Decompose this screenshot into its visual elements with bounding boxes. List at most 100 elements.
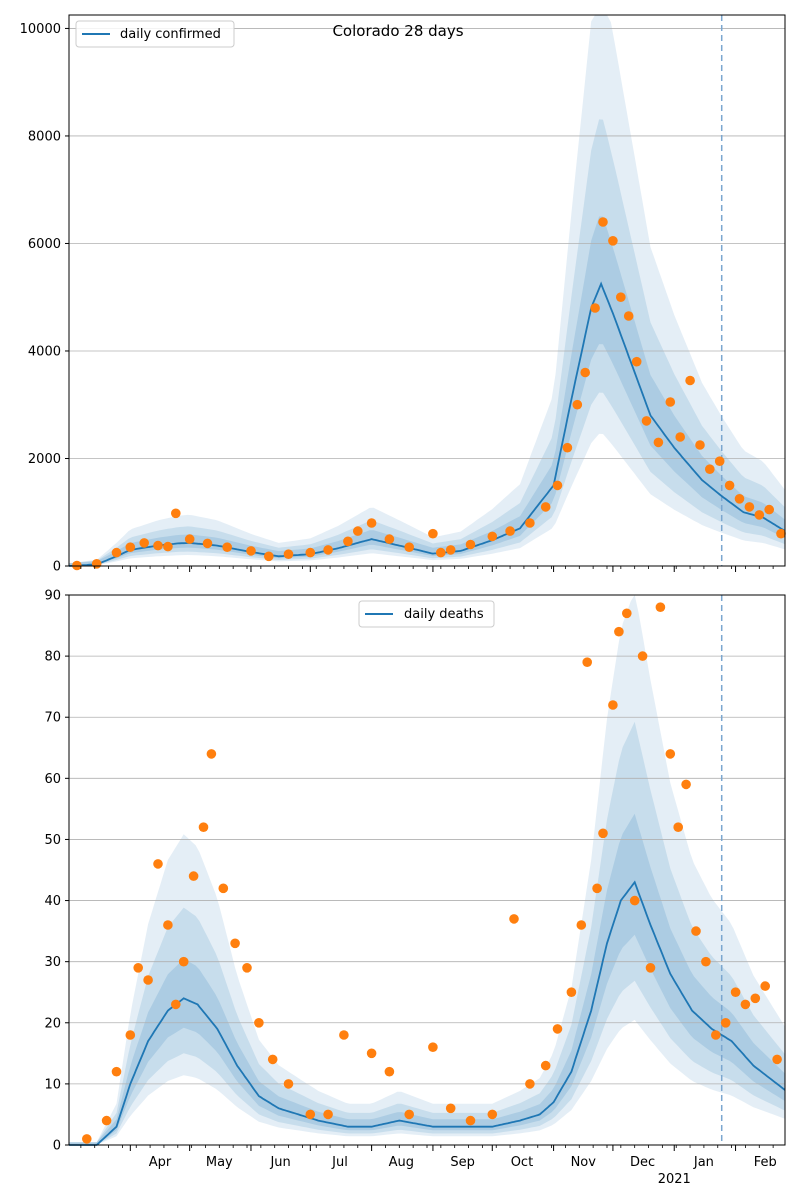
observed-point bbox=[487, 531, 498, 542]
observed-point bbox=[734, 494, 745, 504]
observed-point bbox=[384, 534, 395, 544]
observed-point bbox=[622, 608, 632, 619]
observed-point bbox=[254, 1018, 264, 1028]
confirmed-x-axis bbox=[80, 566, 774, 572]
deaths-panel: 0 10 20 30 40 50 60 70 80 90 Apr May Jun Jul Aug Sep Oc… bbox=[44, 589, 786, 1187]
observed-point bbox=[576, 920, 587, 930]
observed-point bbox=[598, 217, 608, 227]
y-tick-label: 6000 bbox=[28, 237, 61, 252]
confirmed-legend: daily confirmed bbox=[75, 20, 235, 48]
observed-point bbox=[343, 536, 353, 547]
observed-point bbox=[222, 542, 232, 552]
observed-point bbox=[655, 602, 666, 612]
observed-point bbox=[685, 375, 695, 386]
observed-point bbox=[744, 502, 755, 512]
observed-point bbox=[353, 526, 363, 536]
y-tick-label: 0 bbox=[53, 560, 61, 575]
uncertainty-band bbox=[69, 721, 785, 1145]
observed-point bbox=[171, 508, 181, 519]
observed-point bbox=[714, 456, 725, 467]
x-tick-label: Aug bbox=[389, 1155, 414, 1170]
observed-point bbox=[404, 542, 415, 552]
observed-point bbox=[572, 399, 583, 410]
observed-point bbox=[566, 987, 577, 997]
observed-point bbox=[525, 1079, 535, 1089]
observed-point bbox=[590, 303, 600, 313]
observed-point bbox=[525, 518, 535, 528]
y-tick-label: 90 bbox=[44, 589, 61, 604]
observed-point bbox=[436, 547, 446, 558]
observed-point bbox=[740, 999, 751, 1010]
observed-point bbox=[445, 1103, 456, 1114]
confirmed-panel: 0 2000 4000 6000 8000 10000 daily confirmed C… bbox=[20, 14, 786, 575]
observed-point bbox=[623, 311, 634, 321]
observed-point bbox=[760, 981, 770, 991]
observed-point bbox=[580, 367, 590, 378]
observed-point bbox=[614, 626, 624, 637]
observed-point bbox=[465, 1115, 476, 1126]
observed-point bbox=[711, 1030, 721, 1040]
observed-point bbox=[153, 859, 163, 869]
observed-point bbox=[540, 502, 551, 512]
observed-point bbox=[445, 545, 456, 555]
confirmed-legend-label: daily confirmed bbox=[120, 27, 221, 42]
observed-point bbox=[665, 749, 676, 759]
observed-point bbox=[681, 779, 691, 790]
deaths-observed-points bbox=[82, 602, 782, 1144]
y-tick-label: 10000 bbox=[20, 22, 61, 37]
observed-point bbox=[101, 1115, 112, 1126]
uncertainty-band bbox=[69, 119, 785, 567]
observed-point bbox=[540, 1060, 551, 1071]
observed-point bbox=[592, 883, 602, 894]
observed-point bbox=[305, 1109, 316, 1120]
x-tick-label: Dec bbox=[630, 1155, 655, 1170]
observed-point bbox=[776, 528, 786, 539]
observed-point bbox=[267, 1054, 278, 1065]
x-tick-label: May bbox=[206, 1155, 233, 1170]
observed-point bbox=[82, 1134, 92, 1144]
observed-point bbox=[163, 920, 173, 930]
x-year-label: 2021 bbox=[658, 1172, 691, 1187]
observed-point bbox=[629, 895, 640, 906]
observed-point bbox=[637, 651, 648, 661]
observed-point bbox=[705, 464, 715, 475]
uncertainty-band bbox=[69, 595, 785, 1145]
y-tick-label: 40 bbox=[44, 894, 61, 909]
observed-point bbox=[188, 871, 199, 881]
observed-point bbox=[562, 442, 573, 453]
observed-point bbox=[283, 1079, 294, 1089]
observed-point bbox=[242, 963, 252, 973]
y-tick-label: 20 bbox=[44, 1016, 61, 1031]
observed-point bbox=[487, 1109, 498, 1120]
observed-point bbox=[608, 700, 618, 710]
observed-point bbox=[505, 526, 515, 536]
y-tick-label: 10 bbox=[44, 1077, 61, 1092]
x-tick-label: Nov bbox=[571, 1155, 597, 1170]
observed-point bbox=[184, 534, 195, 544]
x-tick-label: Sep bbox=[450, 1155, 475, 1170]
observed-point bbox=[125, 542, 136, 552]
observed-point bbox=[675, 432, 685, 442]
x-tick-label: Oct bbox=[511, 1155, 533, 1170]
observed-point bbox=[125, 1030, 136, 1040]
observed-point bbox=[673, 822, 683, 832]
y-tick-label: 50 bbox=[44, 833, 61, 848]
observed-point bbox=[720, 1018, 731, 1028]
observed-point bbox=[730, 987, 741, 997]
observed-point bbox=[691, 926, 701, 936]
observed-point bbox=[509, 914, 519, 924]
confirmed-observed-points bbox=[72, 217, 786, 571]
observed-point bbox=[582, 657, 592, 667]
observed-point bbox=[264, 551, 274, 562]
observed-point bbox=[305, 547, 316, 558]
observed-point bbox=[695, 440, 705, 450]
x-tick-label: Feb bbox=[754, 1155, 777, 1170]
y-tick-label: 60 bbox=[44, 772, 61, 787]
observed-point bbox=[339, 1030, 349, 1040]
observed-point bbox=[218, 883, 229, 894]
observed-point bbox=[178, 956, 189, 967]
observed-point bbox=[111, 547, 122, 558]
confirmed-y-axis: 0 2000 4000 6000 8000 10000 bbox=[20, 22, 69, 575]
observed-point bbox=[384, 1066, 395, 1077]
